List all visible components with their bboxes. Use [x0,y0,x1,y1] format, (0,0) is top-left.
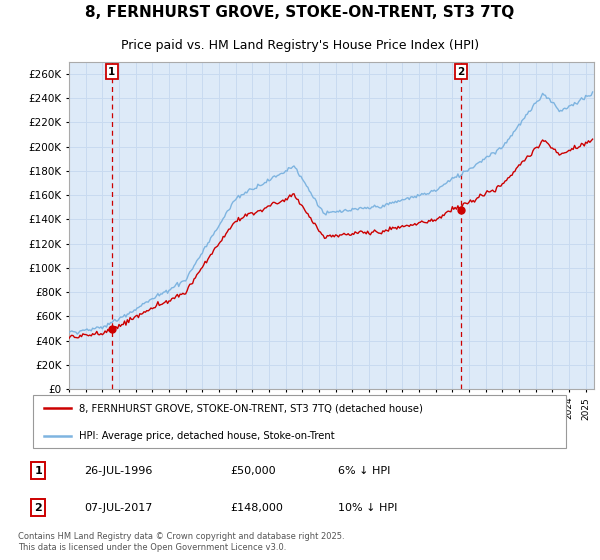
Text: HPI: Average price, detached house, Stoke-on-Trent: HPI: Average price, detached house, Stok… [79,431,334,441]
Text: Price paid vs. HM Land Registry's House Price Index (HPI): Price paid vs. HM Land Registry's House … [121,39,479,53]
Text: 8, FERNHURST GROVE, STOKE-ON-TRENT, ST3 7TQ (detached house): 8, FERNHURST GROVE, STOKE-ON-TRENT, ST3 … [79,403,422,413]
Text: 2: 2 [34,502,42,512]
Text: 26-JUL-1996: 26-JUL-1996 [84,465,152,475]
Text: 2: 2 [457,67,464,77]
Text: 07-JUL-2017: 07-JUL-2017 [84,502,152,512]
Text: 1: 1 [34,465,42,475]
Text: 8, FERNHURST GROVE, STOKE-ON-TRENT, ST3 7TQ: 8, FERNHURST GROVE, STOKE-ON-TRENT, ST3 … [85,6,515,20]
Text: £50,000: £50,000 [230,465,275,475]
Text: £148,000: £148,000 [230,502,283,512]
Text: 6% ↓ HPI: 6% ↓ HPI [338,465,390,475]
FancyBboxPatch shape [33,395,566,449]
Text: 10% ↓ HPI: 10% ↓ HPI [338,502,397,512]
Text: 1: 1 [108,67,115,77]
Text: Contains HM Land Registry data © Crown copyright and database right 2025.
This d: Contains HM Land Registry data © Crown c… [18,533,344,552]
